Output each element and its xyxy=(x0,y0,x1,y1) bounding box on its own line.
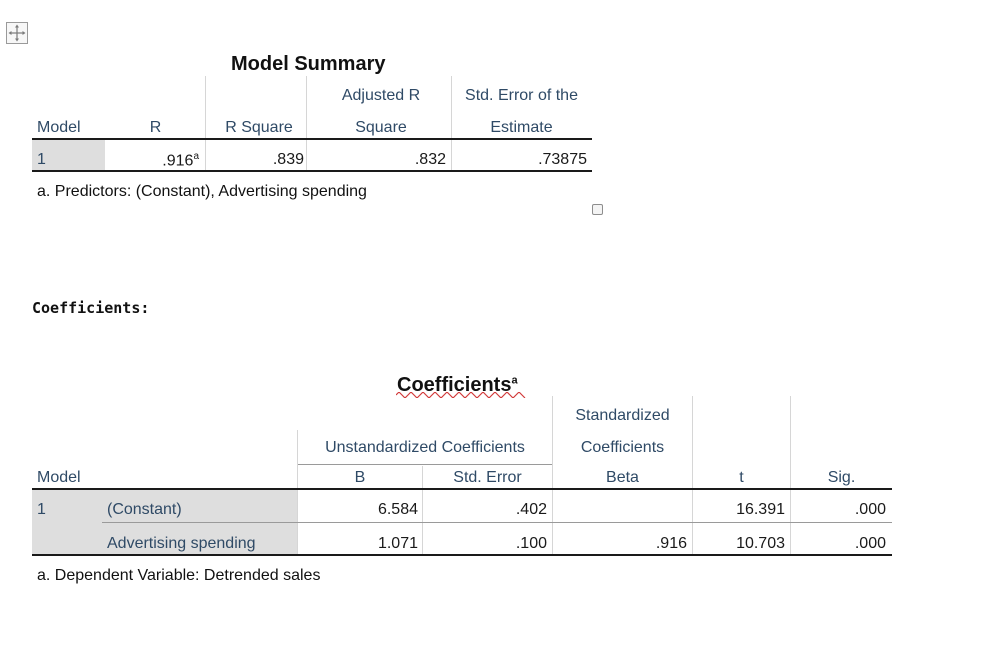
coef-row-label: (Constant) xyxy=(107,501,182,518)
coef-cell-std-error: .100 xyxy=(515,535,547,552)
coef-header-std-error: Std. Error xyxy=(453,469,522,486)
coefficients-title-text: Coefficients xyxy=(397,374,512,396)
coef-header-beta: Beta xyxy=(606,469,639,486)
coef-model-cell xyxy=(32,490,102,554)
coef-cell-b: 6.584 xyxy=(377,501,418,518)
ms-cell-r-square: .839 xyxy=(272,151,304,168)
coef-cell-t: 16.391 xyxy=(736,501,785,518)
coef-divider xyxy=(692,396,693,554)
ms-divider xyxy=(205,76,206,170)
coef-row-rule xyxy=(102,522,892,523)
ms-header-std-error-line1: Std. Error of the xyxy=(465,87,578,104)
coef-header-standardized-line1: Standardized xyxy=(575,407,670,424)
coef-row-model: 1 xyxy=(37,501,46,518)
coef-header-b: B xyxy=(354,469,366,486)
model-summary-title: Model Summary xyxy=(231,53,386,75)
coef-cell-beta: .916 xyxy=(655,535,687,552)
ms-cell-r: .916a xyxy=(106,151,199,170)
coef-header-rule xyxy=(32,488,892,490)
ms-divider xyxy=(451,76,452,170)
coef-divider xyxy=(790,396,791,554)
spellcheck-underline xyxy=(396,392,526,398)
ms-footnote: a. Predictors: (Constant), Advertising s… xyxy=(37,183,367,200)
coef-row-label: Advertising spending xyxy=(107,535,256,552)
ms-header-rule xyxy=(32,138,592,140)
ms-header-r-square: R Square xyxy=(225,119,293,136)
coef-divider xyxy=(297,430,298,554)
section-label: Coefficients: xyxy=(32,299,150,317)
ms-bottom-rule xyxy=(32,170,592,172)
ms-header-adjusted-r-line2: Square xyxy=(355,119,407,136)
move-arrows-icon[interactable] xyxy=(6,22,28,44)
coef-header-unstandardized: Unstandardized Coefficients xyxy=(325,439,525,456)
coef-footnote: a. Dependent Variable: Detrended sales xyxy=(37,567,321,584)
ms-header-r: R xyxy=(149,119,162,136)
coef-cell-b: 1.071 xyxy=(377,535,418,552)
coef-header-standardized-line2: Coefficients xyxy=(580,439,665,456)
ms-header-std-error-line2: Estimate xyxy=(490,119,553,136)
coef-header-sig: Sig. xyxy=(827,469,856,486)
ms-divider xyxy=(306,76,307,170)
coef-divider xyxy=(422,466,423,554)
coef-header-t: t xyxy=(739,469,744,486)
coef-cell-std-error: .402 xyxy=(515,501,547,518)
ms-cell-r-footnote: a xyxy=(193,151,199,162)
coef-cell-sig: .000 xyxy=(854,535,886,552)
coef-divider xyxy=(552,396,553,554)
ms-cell-adjusted-r-square: .832 xyxy=(414,151,446,168)
coef-group-rule xyxy=(298,464,552,465)
ms-cell-r-value: .916 xyxy=(162,152,194,170)
coefficients-title-footnote: a xyxy=(511,374,518,387)
ms-row-model: 1 xyxy=(37,151,46,168)
coef-cell-sig: .000 xyxy=(854,501,886,518)
resize-handle-icon[interactable] xyxy=(592,204,603,215)
coef-cell-t: 10.703 xyxy=(736,535,785,552)
ms-header-model: Model xyxy=(37,119,81,136)
coef-bottom-rule xyxy=(32,554,892,556)
coef-header-model: Model xyxy=(37,469,81,486)
ms-header-adjusted-r-line1: Adjusted R xyxy=(341,87,421,104)
ms-cell-std-error: .73875 xyxy=(538,151,587,168)
ms-model-cell xyxy=(32,140,105,170)
coefficients-title: Coefficientsa xyxy=(397,374,518,397)
